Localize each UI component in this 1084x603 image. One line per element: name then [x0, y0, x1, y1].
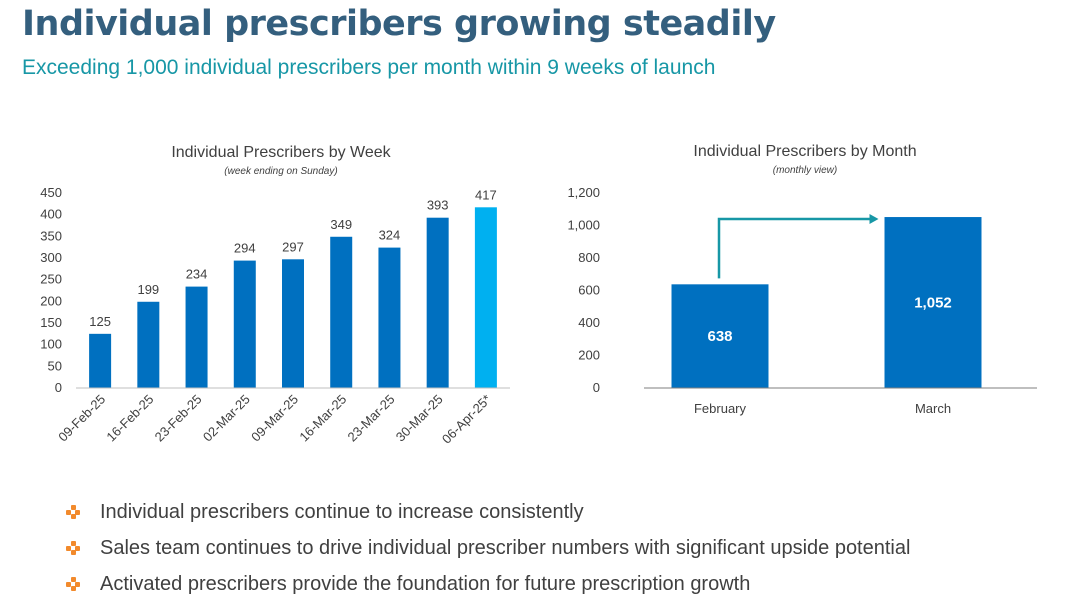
- weekly-x-tick-label: 16-Feb-25: [103, 392, 156, 445]
- weekly-data-label: 349: [330, 217, 352, 232]
- bullet-item: Activated prescribers provide the founda…: [66, 566, 910, 602]
- monthly-prescribers-chart: Individual Prescribers by Month (monthly…: [567, 143, 1037, 416]
- weekly-bar: [330, 236, 353, 388]
- weekly-data-label: 234: [186, 267, 208, 282]
- weekly-data-label: 199: [137, 282, 159, 297]
- weekly-chart-title: Individual Prescribers by Week: [171, 144, 391, 161]
- weekly-data-label: 297: [282, 239, 304, 254]
- growth-arrowhead-icon: [869, 214, 879, 225]
- monthly-y-tick-label: 1,000: [567, 218, 600, 233]
- monthly-y-tick-label: 600: [578, 283, 600, 298]
- bullet-text: Sales team continues to drive individual…: [100, 536, 911, 559]
- monthly-chart-title: Individual Prescribers by Month: [693, 143, 916, 160]
- page-subtitle: Exceeding 1,000 individual prescribers p…: [22, 56, 716, 79]
- monthly-y-tick-label: 1,200: [567, 185, 600, 200]
- diamond-bullet-icon: [66, 541, 80, 555]
- monthly-y-tick-label: 400: [578, 315, 600, 330]
- weekly-y-tick-label: 100: [40, 337, 62, 352]
- weekly-bar: [185, 286, 208, 388]
- weekly-bar: [378, 247, 401, 388]
- monthly-y-tick-label: 800: [578, 250, 600, 265]
- weekly-bar: [474, 207, 497, 388]
- weekly-bar: [282, 259, 304, 388]
- weekly-data-label: 393: [427, 198, 449, 213]
- weekly-data-label: 125: [89, 314, 111, 329]
- weekly-y-tick-label: 200: [40, 293, 62, 308]
- monthly-y-tick-label: 200: [578, 348, 600, 363]
- monthly-data-label: 1,052: [914, 295, 952, 312]
- weekly-y-tick-label: 350: [40, 228, 62, 243]
- growth-arrow-icon: [717, 217, 871, 279]
- diamond-bullet-icon: [66, 505, 80, 519]
- bullet-text: Individual prescribers continue to incre…: [100, 500, 584, 523]
- weekly-x-tick-label: 06-Apr-25*: [439, 392, 494, 447]
- monthly-data-label: 638: [707, 328, 732, 345]
- monthly-bar: [671, 284, 769, 388]
- bullet-item: Individual prescribers continue to incre…: [66, 494, 910, 530]
- weekly-y-tick-label: 300: [40, 250, 62, 265]
- weekly-chart-subtitle: (week ending on Sunday): [224, 166, 337, 177]
- weekly-x-tick-label: 09-Mar-25: [248, 392, 301, 445]
- weekly-y-tick-label: 0: [55, 380, 62, 395]
- weekly-bar: [426, 217, 449, 388]
- weekly-x-tick-label: 02-Mar-25: [200, 392, 253, 445]
- weekly-x-tick-label: 30-Mar-25: [393, 392, 446, 445]
- weekly-y-tick-label: 50: [48, 358, 62, 373]
- page-title: Individual prescribers growing steadily: [22, 4, 776, 44]
- monthly-bar: [884, 217, 982, 388]
- monthly-x-tick-label: March: [915, 401, 951, 416]
- weekly-y-tick-label: 150: [40, 315, 62, 330]
- monthly-chart-subtitle: (monthly view): [773, 165, 837, 176]
- diamond-bullet-icon: [66, 577, 80, 591]
- weekly-bar: [89, 333, 112, 388]
- weekly-bar: [137, 301, 160, 388]
- weekly-y-tick-label: 250: [40, 272, 62, 287]
- weekly-data-label: 294: [234, 241, 256, 256]
- bullet-text: Activated prescribers provide the founda…: [100, 572, 751, 595]
- weekly-y-tick-label: 450: [40, 185, 62, 200]
- weekly-x-tick-label: 09-Feb-25: [55, 392, 108, 445]
- monthly-x-tick-label: February: [694, 401, 747, 416]
- weekly-x-tick-label: 23-Mar-25: [345, 392, 398, 445]
- weekly-prescribers-chart: Individual Prescribers by Week (week end…: [40, 144, 510, 447]
- weekly-bar: [233, 260, 256, 388]
- weekly-data-label: 417: [475, 187, 497, 202]
- weekly-y-tick-label: 400: [40, 207, 62, 222]
- weekly-data-label: 324: [379, 228, 401, 243]
- weekly-x-tick-label: 16-Mar-25: [296, 392, 349, 445]
- bullet-item: Sales team continues to drive individual…: [66, 530, 910, 566]
- monthly-y-tick-label: 0: [593, 380, 600, 395]
- bullet-list: Individual prescribers continue to incre…: [66, 494, 910, 602]
- weekly-x-tick-label: 23-Feb-25: [152, 392, 205, 445]
